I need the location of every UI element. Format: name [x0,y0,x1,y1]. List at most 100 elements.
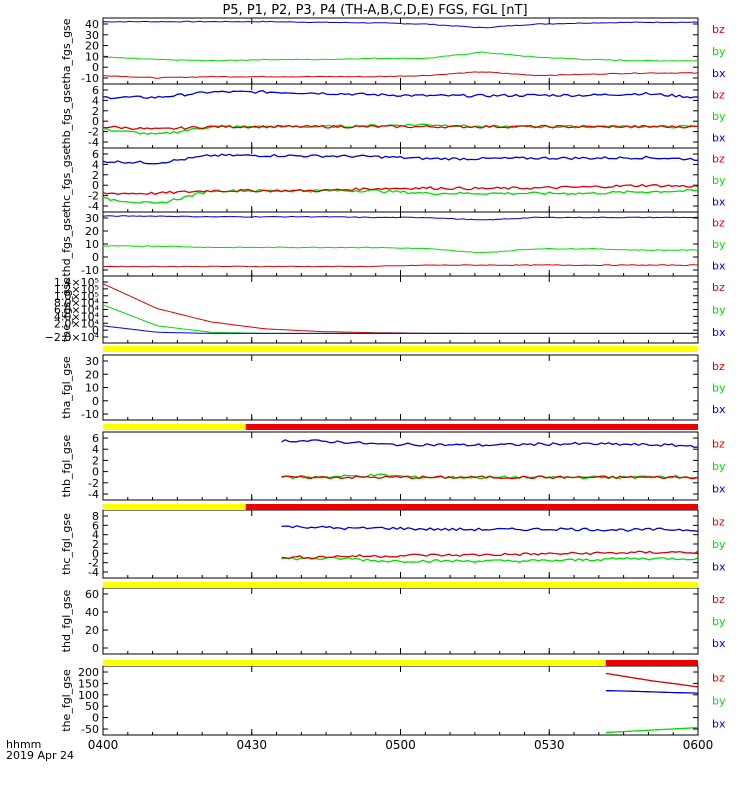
legend-by: by [712,45,726,58]
legend-bz: bz [712,593,725,606]
y-tick-label: 6 [92,519,99,532]
legend-by: by [712,615,726,628]
y-tick-label: 0 [92,61,99,74]
y-tick-label: 30 [85,355,99,368]
y-tick-label: -50 [81,723,99,736]
legend-bz: bz [712,281,725,294]
series-line-bz [102,264,699,268]
series-line-bz [102,183,699,196]
y-tick-label: 100 [78,689,99,702]
series-line-by [102,188,699,204]
panel-frame [102,354,699,421]
y-tick-label: 1.4×10⁵ [54,276,99,289]
panel-frame [102,83,699,149]
footer-label-date: 2019 Apr 24 [6,749,74,762]
y-axis-label: tha_fgl_gse [60,356,73,419]
y-tick-label: 30 [85,29,99,42]
y-tick-label: 4 [92,158,99,171]
status-bar-the [103,660,698,666]
y-tick-label: 40 [85,606,99,619]
y-tick-label: -4 [88,566,99,579]
panel-frame [102,587,699,655]
legend-bx: bx [712,403,726,416]
y-tick-label: -10 [81,408,99,421]
y-tick-label: 2 [92,454,99,467]
y-axis-label: thd_fgs_gse [60,211,73,277]
series-line-bx [102,90,699,100]
y-tick-label: 0 [92,179,99,192]
series-line-by [605,726,698,734]
legend-bz: bz [712,437,725,450]
y-tick-label: 50 [85,700,99,713]
y-tick-label: 6 [92,148,99,161]
panel-frame [102,665,699,736]
series-line-bx [102,325,698,334]
y-tick-label: −2.0×10⁴ [45,331,100,344]
legend-bx: bx [712,561,726,574]
y-tick-label: 10 [85,382,99,395]
legend-bx: bx [712,483,726,496]
y-tick-label: 6 [92,432,99,445]
legend-bx: bx [712,718,726,731]
y-tick-label: -10 [81,72,99,85]
legend-bz: bz [712,217,725,230]
legend-by: by [712,174,726,187]
legend-by: by [712,304,726,317]
series-line-bz [102,71,699,79]
y-tick-label: 0 [92,466,99,479]
y-tick-label: 6.0×10⁴ [54,304,100,317]
legend-bx: bx [712,326,726,339]
series-line-by [102,51,698,62]
status-bar-red-thb [245,424,699,430]
y-tick-label: 6 [92,84,99,97]
y-tick-label: 0 [92,642,99,655]
series-line-by [102,304,698,334]
y-tick-label: 0 [92,115,99,128]
y-tick-label: 2.0×10⁴ [54,317,100,330]
legend-bz: bz [712,360,725,373]
legend-bz: bz [712,89,725,102]
legend-bx: bx [712,637,726,650]
y-tick-label: 150 [78,677,99,690]
legend-by: by [712,110,726,123]
y-tick-label: 8 [92,510,99,523]
y-axis-label: thc_fgs_gse [60,148,73,213]
y-tick-label: 4 [92,443,99,456]
series-line-bz [605,672,698,688]
panel-the_fgs_gse: 1.4×10⁵1.2×10⁵1.0×10⁵8.0×10⁴6.0×10⁴4.0×1… [45,275,726,344]
x-tick-label: 0400 [88,738,119,752]
series-line-by [102,245,699,254]
x-tick-label: 0600 [683,738,714,752]
y-axis-label: tha_fgs_gse [60,18,73,83]
series-line-bx [281,439,699,448]
y-tick-label: 0 [92,324,99,337]
series-line-bz [102,124,699,131]
legend-bx: bx [712,259,726,272]
legend-by: by [712,460,726,473]
y-tick-label: 0 [92,251,99,264]
y-tick-label: 10 [85,50,99,63]
y-axis-label: thb_fgs_gse [60,83,73,149]
status-bar-tha [103,346,698,352]
legend-by: by [712,382,726,395]
y-axis-label: thb_fgl_gse [60,434,73,497]
series-line-bx [281,525,699,532]
legend-bx: bx [712,131,726,144]
legend-bz: bz [712,23,725,36]
legend-by: by [712,538,726,551]
y-tick-label: -10 [81,264,99,277]
y-tick-label: 20 [85,624,99,637]
y-tick-label: 30 [85,212,99,225]
footer-label-time: hhmm [6,738,41,751]
legend-bz: bz [712,672,725,685]
y-axis-label: the_fgs_gse [60,277,73,342]
panel-frame [102,509,699,579]
x-tick-label: 0530 [534,738,565,752]
y-tick-label: 60 [85,588,99,601]
